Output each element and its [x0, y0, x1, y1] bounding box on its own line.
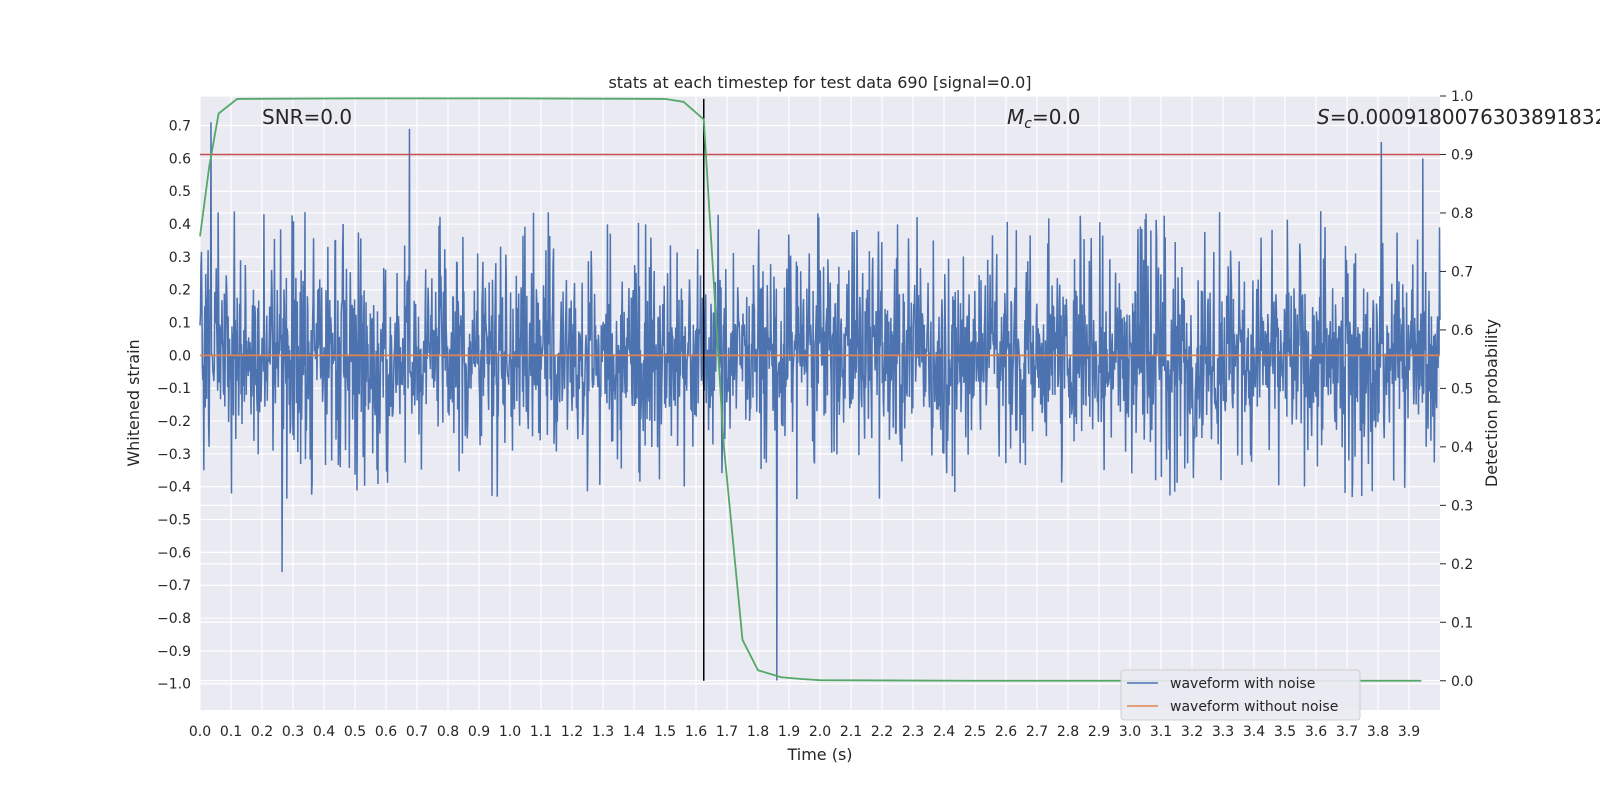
- y-tick-label: 0.3: [169, 250, 191, 266]
- x-tick-label: 2.6: [995, 724, 1017, 740]
- x-tick-label: 3.3: [1212, 724, 1234, 740]
- x-tick-label: 0.0: [189, 724, 211, 740]
- y-tick-label: −0.6: [157, 545, 191, 561]
- x-tick-label: 2.4: [933, 724, 955, 740]
- legend-box: [1120, 669, 1361, 721]
- x-tick-label: 0.5: [344, 724, 366, 740]
- x-tick-label: 1.7: [716, 724, 738, 740]
- y2-tick-label: 0.3: [1451, 498, 1473, 514]
- x-tick-label: 0.4: [313, 724, 335, 740]
- x-tick-label: 2.0: [809, 724, 831, 740]
- x-axis-label: Time (s): [786, 745, 852, 764]
- y2-tick-label: 1.0: [1451, 89, 1473, 105]
- x-tick-label: 2.8: [1057, 724, 1079, 740]
- mc-annotation: Mc=0.0: [1007, 105, 1081, 132]
- y2-tick-label: 0.6: [1451, 323, 1473, 339]
- x-tick-label: 3.1: [1150, 724, 1172, 740]
- y2-tick-label: 0.2: [1451, 557, 1473, 573]
- x-tick-label: 1.9: [778, 724, 800, 740]
- y-tick-label: −0.2: [157, 414, 191, 430]
- y-tick-label: −0.5: [157, 513, 191, 529]
- x-tick-label: 2.7: [1026, 724, 1048, 740]
- legend: waveform with noise waveform without noi…: [1120, 669, 1361, 721]
- mc-value: =0.0: [1032, 105, 1081, 129]
- x-tick-label: 3.9: [1398, 724, 1420, 740]
- x-tick-label: 2.5: [964, 724, 986, 740]
- y-tick-label: −0.3: [157, 447, 191, 463]
- x-tick-label: 0.7: [406, 724, 428, 740]
- x-tick-label: 2.2: [871, 724, 893, 740]
- noise-waveform: [199, 122, 1441, 681]
- x-tick-label: 3.5: [1274, 724, 1296, 740]
- x-tick-label: 0.9: [468, 724, 490, 740]
- s-annotation: S=0.0009180076303891832: [1317, 105, 1600, 129]
- y-tick-label: −0.9: [157, 644, 191, 660]
- snr-annotation: SNR=0.0: [262, 105, 352, 129]
- y-tick-label: −0.4: [157, 480, 191, 496]
- series-detection-probability: [199, 97, 1422, 682]
- y-tick-label: −0.7: [157, 578, 191, 594]
- x-tick-label: 2.3: [902, 724, 924, 740]
- y2-tick-label: 0.1: [1451, 615, 1473, 631]
- s-symbol: S: [1317, 105, 1330, 129]
- x-tick-label: 3.4: [1243, 724, 1265, 740]
- x-tick-label: 3.8: [1367, 724, 1389, 740]
- x-tick-label: 0.6: [375, 724, 397, 740]
- y-tick-label: 0.1: [169, 316, 191, 332]
- series-waveform-with-noise: [199, 122, 1441, 681]
- x-tick-label: 1.8: [747, 724, 769, 740]
- x-tick-label: 1.5: [654, 724, 676, 740]
- x-tick-label: 1.4: [623, 724, 645, 740]
- legend-label-noise: waveform with noise: [1170, 676, 1315, 692]
- chart-title: stats at each timestep for test data 690…: [608, 73, 1031, 92]
- y-tick-label: 0.5: [169, 184, 191, 200]
- legend-label-clean: waveform without noise: [1170, 699, 1338, 715]
- y2-tick-label: 0.9: [1451, 147, 1473, 163]
- x-tick-label: 1.6: [685, 724, 707, 740]
- x-tick-label: 0.2: [251, 724, 273, 740]
- y-tick-label: −0.8: [157, 611, 191, 627]
- x-tick-label: 1.1: [530, 724, 552, 740]
- tick-labels: 0.0 0.1 0.2 0.3 0.4 0.5 0.6 0.7 0.8 0.9 1.0 1.1 1.2 1…: [157, 89, 1473, 740]
- x-tick-label: 0.1: [220, 724, 242, 740]
- x-tick-label: 1.2: [561, 724, 583, 740]
- y-tick-label: 0.4: [169, 217, 191, 233]
- y2-tick-label: 0.5: [1451, 381, 1473, 397]
- y-tick-label: −1.0: [157, 677, 191, 693]
- y-tick-label: 0.6: [169, 151, 191, 167]
- mc-subscript: c: [1024, 116, 1032, 132]
- x-tick-label: 2.9: [1088, 724, 1110, 740]
- s-value: =0.0009180076303891832: [1330, 105, 1600, 129]
- y2-tick-label: 0.7: [1451, 264, 1473, 280]
- y-tick-label: −0.1: [157, 381, 191, 397]
- x-tick-label: 2.1: [840, 724, 862, 740]
- y-tick-label: 0.2: [169, 283, 191, 299]
- y-tick-label: 0.7: [169, 119, 191, 135]
- y2-tick-label: 0.8: [1451, 206, 1473, 222]
- x-tick-label: 3.2: [1181, 724, 1203, 740]
- x-tick-label: 3.6: [1305, 724, 1327, 740]
- line-layer: [199, 97, 1440, 682]
- y2-tick-label: 0.0: [1451, 674, 1473, 690]
- x-tick-label: 0.3: [282, 724, 304, 740]
- x-tick-label: 3.7: [1336, 724, 1358, 740]
- y-tick-label: 0.0: [169, 348, 191, 364]
- y2-tick-label: 0.4: [1451, 440, 1473, 456]
- x-tick-label: 1.3: [592, 724, 614, 740]
- x-tick-label: 1.0: [499, 724, 521, 740]
- y-axis-label: Whitened strain: [124, 339, 143, 466]
- mc-symbol: M: [1007, 105, 1024, 129]
- y2-axis-label: Detection probability: [1482, 319, 1501, 487]
- x-tick-label: 3.0: [1119, 724, 1141, 740]
- x-tick-label: 0.8: [437, 724, 459, 740]
